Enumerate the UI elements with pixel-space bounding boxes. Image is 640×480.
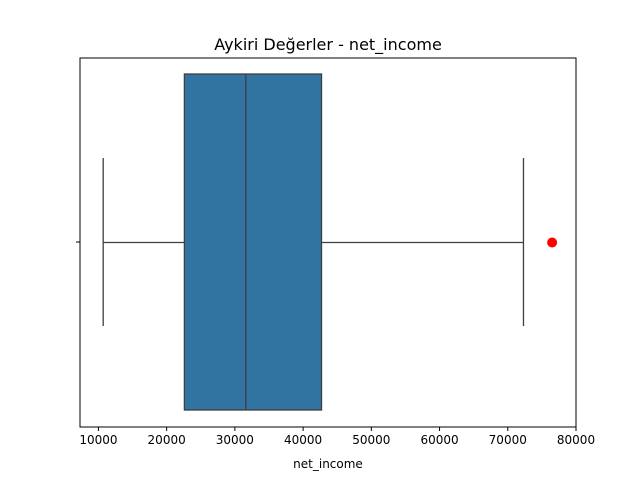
outlier-point (547, 237, 558, 248)
x-tick-label: 30000 (216, 433, 254, 447)
interquartile-box (183, 73, 323, 411)
x-axis-label: net_income (293, 457, 363, 471)
plot-marks (102, 73, 558, 411)
x-tick-label: 20000 (148, 433, 186, 447)
x-axis: 10000 20000 30000 40000 50000 60000 70000 80000 (79, 427, 595, 447)
x-tick-label: 60000 (420, 433, 458, 447)
chart-title: Aykiri Değerler - net_income (214, 35, 442, 55)
x-tick-label: 70000 (489, 433, 527, 447)
x-tick-label: 40000 (284, 433, 322, 447)
x-tick-label: 80000 (557, 433, 595, 447)
x-tick-label: 50000 (352, 433, 390, 447)
x-tick-label: 10000 (79, 433, 117, 447)
